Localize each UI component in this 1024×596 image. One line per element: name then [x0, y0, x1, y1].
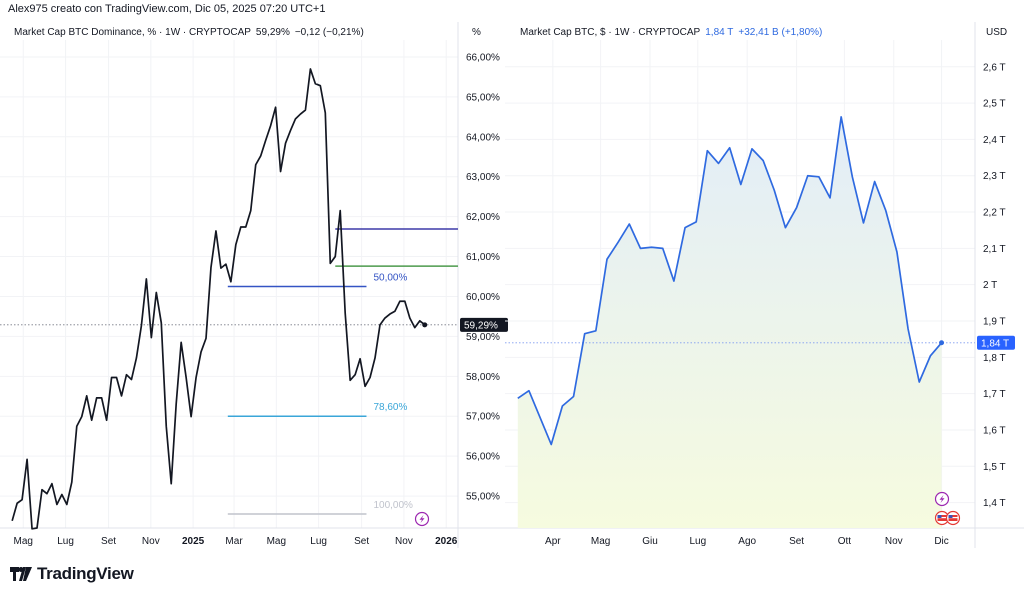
tradingview-logo[interactable]: TradingView	[10, 564, 134, 584]
tradingview-logo-icon	[10, 567, 32, 581]
dominance-x-tick-label: Mag	[267, 536, 286, 547]
cap-y-tick-label: 1,6 T	[983, 425, 1006, 436]
chart-credit: Alex975 creato con TradingView.com, Dic …	[8, 3, 326, 15]
dominance-price-tag	[460, 317, 508, 332]
cap-price-tag-label: 1,84 T	[981, 338, 1009, 349]
us-flag-icon-canton	[937, 515, 942, 518]
cap-legend: Market Cap BTC, $ · 1W · CRYPTOCAP 1,84 T…	[520, 27, 822, 38]
us-flag-icon-canton	[948, 515, 953, 518]
cap-x-tick-label: Ago	[738, 536, 756, 547]
cap-x-tick-label: Mag	[591, 536, 610, 547]
cap-price-tag	[977, 335, 1015, 350]
dominance-x-tick-label: Nov	[142, 536, 160, 547]
cap-unit: USD	[986, 27, 1008, 38]
dominance-x-tick-label: Lug	[310, 536, 327, 547]
lightning-icon-glyph	[419, 515, 425, 523]
cap-x-tick-label: Dic	[934, 536, 948, 547]
dominance-x-tick-label: 2026	[435, 536, 458, 547]
dominance-fib-level-label: 78,60%	[373, 402, 407, 413]
dominance-x-tick-label: Lug	[57, 536, 74, 547]
dominance-symbol: Market Cap BTC Dominance, % · 1W · CRYPT…	[14, 27, 251, 38]
dominance-y-tick-label: 62,00%	[466, 212, 500, 223]
cap-area-fill	[517, 116, 942, 528]
dominance-y-tick-label: 56,00%	[466, 452, 500, 463]
dominance-x-tick-label: Set	[101, 536, 116, 547]
cap-y-tick-label: 1,4 T	[983, 498, 1006, 509]
us-flag-icon-stripe	[937, 517, 947, 519]
dominance-legend: Market Cap BTC Dominance, % · 1W · CRYPT…	[14, 27, 364, 38]
dominance-y-tick-label: 66,00%	[466, 52, 500, 63]
cap-y-tick-label: 2,3 T	[983, 171, 1006, 182]
us-flag-icon[interactable]	[934, 510, 950, 526]
cap-last: 1,84 T	[705, 27, 734, 38]
cap-x-tick-label: Giu	[642, 536, 658, 547]
dominance-y-tick-label: 55,00%	[466, 492, 500, 503]
cap-change: +32,41 B (+1,80%)	[738, 27, 823, 38]
us-flag-icon-stripe	[948, 517, 958, 519]
cap-series-line	[517, 116, 943, 446]
dominance-y-tick-label: 59,00%	[466, 332, 500, 343]
cap-x-tick-label: Lug	[689, 536, 706, 547]
cap-y-tick-label: 2,5 T	[983, 99, 1006, 110]
dominance-y-tick-label: 61,00%	[466, 252, 500, 263]
cap-y-tick-label: 2,4 T	[983, 135, 1006, 146]
cap-y-tick-label: 1,5 T	[983, 462, 1006, 473]
cap-y-tick-label: 2,6 T	[983, 62, 1006, 73]
cap-lightning-icon[interactable]	[934, 491, 950, 507]
dominance-price-tag-label: 59,29%	[464, 320, 498, 331]
dominance-y-tick-label: 60,00%	[466, 292, 500, 303]
dominance-lightning-icon[interactable]	[414, 511, 430, 527]
cap-x-tick-label: Nov	[885, 536, 903, 547]
brand-name: TradingView	[37, 564, 134, 583]
dominance-x-tick-label: Mar	[225, 536, 243, 547]
dominance-fib-level-label: 100,00%	[373, 500, 413, 511]
cap-y-tick-label: 2,1 T	[983, 244, 1006, 255]
dominance-last: 59,29%	[255, 27, 290, 38]
dominance-y-tick-label: 58,00%	[466, 372, 500, 383]
us-flag-icon[interactable]	[945, 510, 961, 526]
dominance-y-tick-label: 57,00%	[466, 412, 500, 423]
lightning-icon-glyph	[939, 495, 945, 503]
dominance-x-tick-label: Set	[354, 536, 369, 547]
dominance-x-tick-label: Nov	[395, 536, 413, 547]
dominance-last-point	[422, 322, 428, 328]
cap-last-point	[939, 340, 945, 346]
dominance-y-tick-label: 63,00%	[466, 172, 500, 183]
cap-x-tick-label: Set	[789, 536, 804, 547]
dominance-fib-level-label: 50,00%	[373, 273, 407, 284]
cap-symbol: Market Cap BTC, $ · 1W · CRYPTOCAP	[520, 27, 701, 38]
dominance-x-tick-label: Mag	[14, 536, 33, 547]
cap-y-tick-label: 1,9 T	[983, 317, 1006, 328]
cap-y-tick-label: 2,2 T	[983, 208, 1006, 219]
dominance-change: −0,12 (−0,21%)	[294, 27, 364, 38]
dominance-y-tick-label: 65,00%	[466, 92, 500, 103]
dominance-x-tick-label: 2025	[182, 536, 205, 547]
cap-y-tick-label: 1,8 T	[983, 353, 1006, 364]
cap-x-tick-label: Ott	[838, 536, 852, 547]
dominance-series-line	[11, 68, 426, 530]
cap-y-tick-label: 1,7 T	[983, 389, 1006, 400]
dominance-y-tick-label: 64,00%	[466, 132, 500, 143]
cap-x-tick-label: Apr	[545, 536, 561, 547]
cap-y-tick-label: 2 T	[983, 280, 997, 291]
dominance-unit: %	[472, 27, 481, 38]
